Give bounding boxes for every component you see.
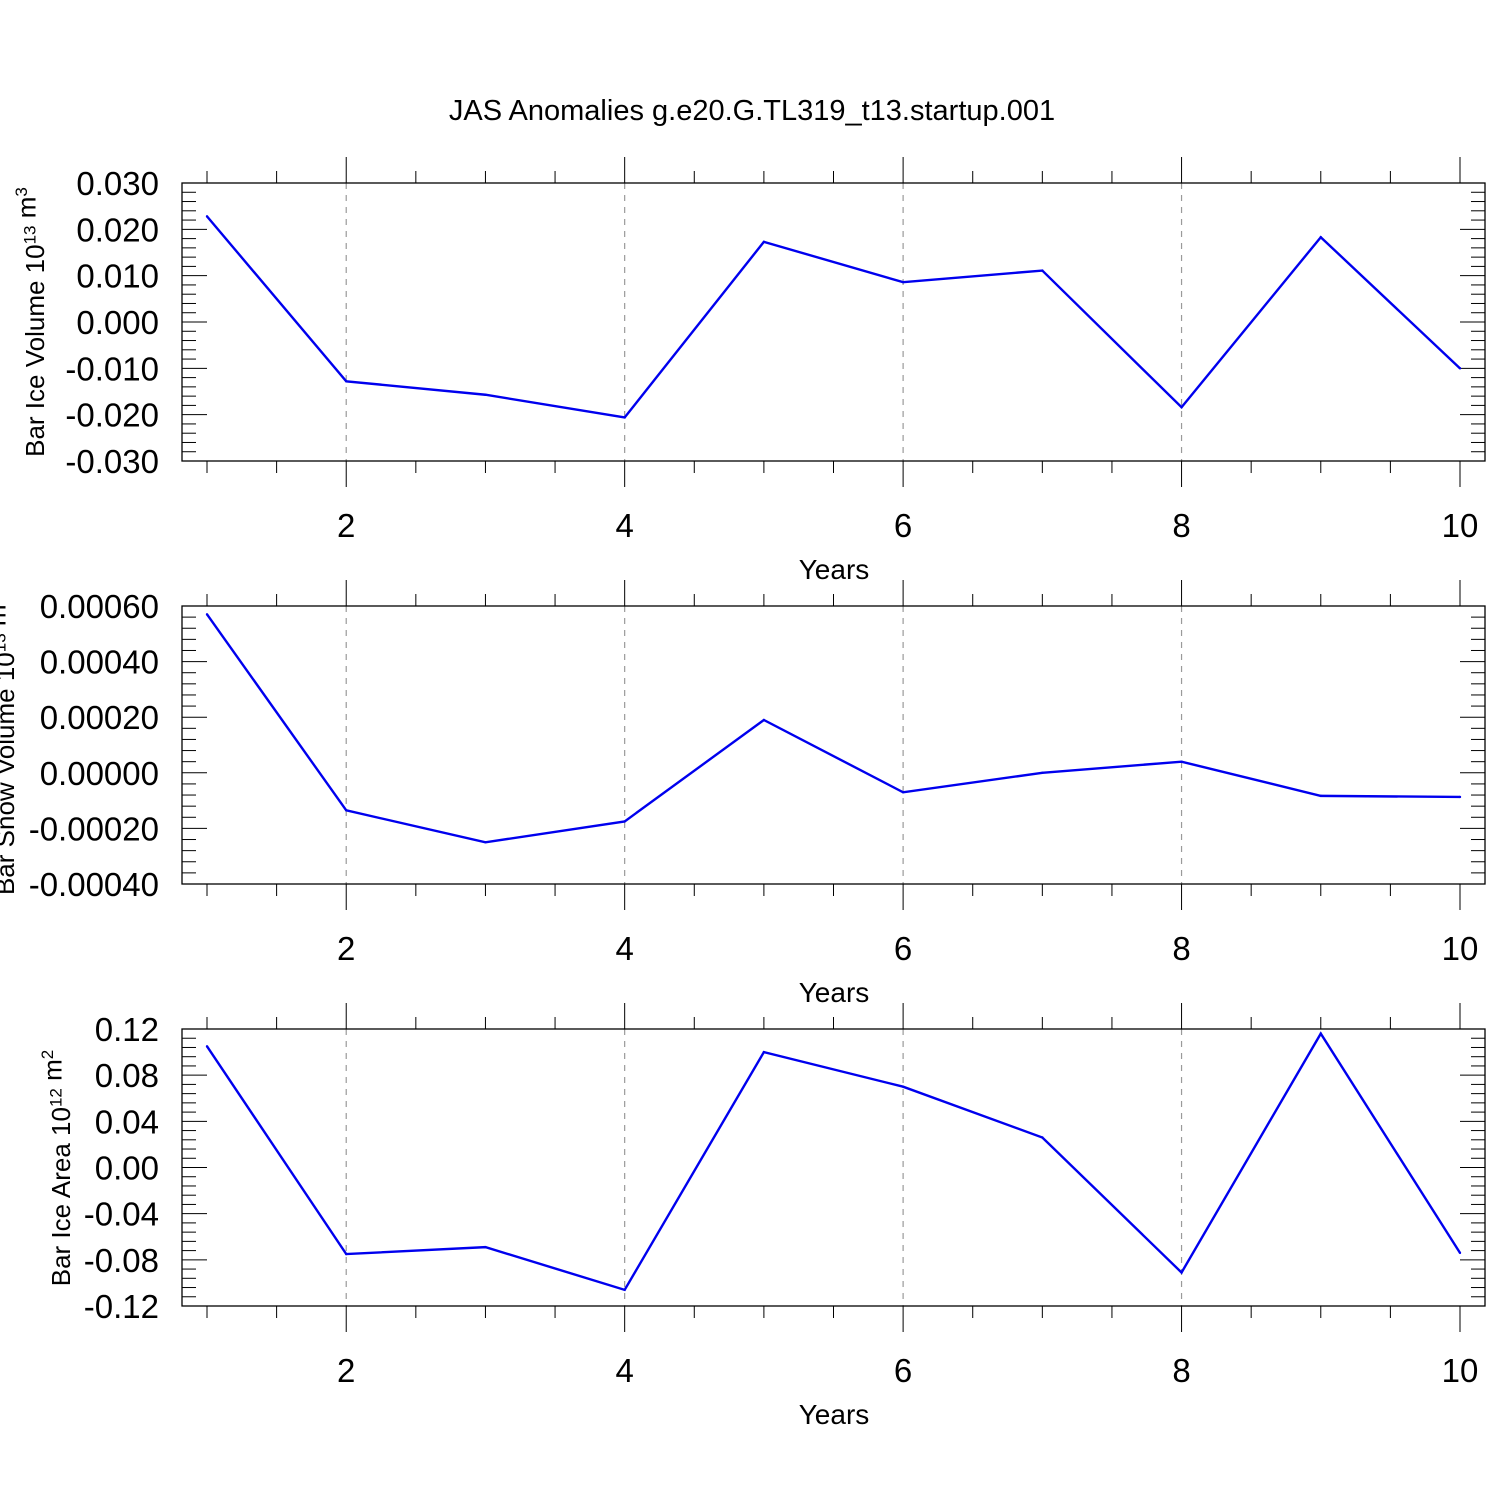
ice-area-ytick-label: 0.04 [95, 1103, 159, 1140]
ice-area-xtick-label: 2 [337, 1352, 355, 1389]
snow-volume-ylabel-ylabel-unit: m [0, 604, 12, 633]
ice-volume-data-point-1 [205, 215, 209, 218]
snow-volume-xlabel: Years [799, 977, 870, 1008]
ice-volume-ytick-label: 0.010 [76, 258, 159, 295]
snow-volume-data-point-1 [205, 613, 209, 616]
ice-volume-ytick-label: -0.030 [65, 443, 159, 480]
snow-volume-data-point-8 [1180, 760, 1183, 763]
ice-area-data-point-5 [762, 1050, 766, 1054]
snow-volume-data-point-10 [1458, 795, 1462, 799]
snow-volume-ylabel: Bar Snow Volume 1013 m3 [0, 595, 20, 895]
ice-area-data-point-9 [1319, 1032, 1322, 1035]
snow-volume-ytick-label: 0.00020 [40, 699, 159, 736]
snow-volume-ylabel-ylabel-main: Bar Snow Volume 10 [0, 652, 20, 895]
ice-volume-ytick-label: -0.010 [65, 350, 159, 387]
ice-area-xtick-label: 6 [894, 1352, 912, 1389]
ice-area-ylabel-ylabel-unit-exp: 2 [38, 1050, 57, 1059]
ice-volume-ylabel: Bar Ice Volume 1013 m3 [12, 187, 51, 457]
ice-area-data-point-7 [1041, 1136, 1044, 1139]
ice-area-ytick-label: 0.12 [95, 1011, 159, 1048]
snow-volume-ylabel-ylabel-exp: 13 [0, 633, 10, 652]
ice-area-series-line [206, 1031, 1462, 1292]
ice-volume-ylabel-ylabel-unit-exp: 3 [12, 187, 31, 196]
ice-volume-data-point-5 [762, 240, 766, 244]
ice-volume-plot-frame [181, 182, 1486, 462]
ice-volume-data-point-3 [484, 393, 487, 396]
ice-area-ytick-label: 0.08 [95, 1057, 159, 1094]
ice-area-data-point-1 [205, 1045, 209, 1048]
ice-volume-data-point-9 [1319, 236, 1322, 239]
figure-title: JAS Anomalies g.e20.G.TL319_t13.startup.… [449, 95, 1055, 127]
ice-area-panel: 2 4 6 8 10 Years 0.12 0.08 0.04 0.00 -0.04 -0.08 -0.… [38, 1003, 1486, 1430]
ice-area-data-point-3 [484, 1245, 487, 1249]
snow-volume-panel: 2 4 6 8 10 Years 0.00060 0.00040 0.00020 0.00000 -… [0, 580, 1486, 1008]
ice-area-ylabel-ylabel-exp: 12 [47, 1088, 66, 1107]
snow-volume-ylabel-ylabel-unit-exp: 3 [0, 595, 1, 604]
snow-volume-ytick-label: 0.00000 [40, 755, 159, 792]
snow-volume-data-point-9 [1319, 794, 1322, 798]
snow-volume-data-point-3 [484, 841, 487, 844]
ice-area-ylabel: Bar Ice Area 1012 m2 [38, 1050, 77, 1287]
snow-volume-data-point-7 [1041, 771, 1044, 774]
ice-area-ytick-label: -0.12 [84, 1288, 159, 1325]
snow-volume-xtick-label: 2 [337, 930, 355, 967]
ice-area-xtick-label: 4 [615, 1352, 633, 1389]
ice-area-ylabel-ylabel-main: Bar Ice Area 10 [46, 1107, 76, 1286]
ice-area-xtick-label: 10 [1442, 1352, 1479, 1389]
snow-volume-series-line [206, 613, 1461, 844]
ice-volume-ytick-label: 0.000 [76, 304, 159, 341]
snow-volume-xtick-label: 10 [1442, 930, 1479, 967]
ice-volume-xtick-label: 10 [1442, 507, 1479, 544]
ice-volume-series-line [206, 215, 1461, 419]
ice-volume-data-point-10 [1458, 367, 1462, 370]
ice-area-data-point-8 [1180, 1271, 1183, 1274]
ice-volume-ylabel-ylabel-exp: 13 [21, 225, 40, 244]
ice-area-data-point-2 [345, 1252, 348, 1256]
ice-volume-panel: 2 4 6 8 10 Years 0.030 0.020 0.010 0.000 -0.010 -0.… [12, 157, 1486, 585]
snow-volume-ytick-label: 0.00040 [40, 644, 159, 681]
ice-volume-xtick-label: 8 [1172, 507, 1190, 544]
snow-volume-plot-frame [181, 605, 1486, 885]
snow-volume-xtick-label: 8 [1172, 930, 1190, 967]
ice-volume-xtick-label: 2 [337, 507, 355, 544]
ice-area-xtick-label: 8 [1172, 1352, 1190, 1389]
snow-volume-data-point-2 [345, 809, 348, 812]
ice-area-ylabel-ylabel-unit: m [38, 1059, 68, 1088]
ice-volume-ytick-label: 0.020 [76, 211, 159, 248]
snow-volume-data-point-5 [762, 718, 766, 722]
snow-volume-data-point-6 [901, 791, 905, 794]
ice-area-ytick-label: 0.00 [95, 1150, 159, 1187]
snow-volume-xtick-label: 6 [894, 930, 912, 967]
ice-volume-ytick-label: 0.030 [76, 165, 159, 202]
ice-area-ytick-label: -0.04 [84, 1196, 159, 1233]
ice-volume-xtick-label: 6 [894, 507, 912, 544]
ice-volume-data-point-6 [901, 280, 905, 284]
ice-volume-ylabel-ylabel-unit: m [12, 197, 42, 226]
ice-volume-data-point-7 [1041, 269, 1044, 272]
ice-area-data-point-6 [901, 1085, 905, 1088]
snow-volume-data-point-4 [623, 820, 626, 823]
ice-volume-data-point-2 [345, 380, 348, 383]
ice-volume-xlabel: Years [799, 554, 870, 585]
ice-volume-data-point-8 [1180, 406, 1183, 409]
snow-volume-ytick-label: -0.00020 [29, 810, 159, 847]
snow-volume-ytick-label: 0.00060 [40, 588, 159, 625]
ice-volume-data-point-4 [623, 416, 626, 419]
snow-volume-xtick-label: 4 [615, 930, 633, 967]
ice-area-xlabel: Years [799, 1399, 870, 1430]
ice-area-ytick-label: -0.08 [84, 1242, 159, 1279]
ice-volume-xtick-label: 4 [615, 507, 633, 544]
ice-area-data-point-4 [623, 1288, 626, 1292]
snow-volume-ytick-label: -0.00040 [29, 866, 159, 903]
ice-area-data-point-10 [1458, 1251, 1462, 1255]
ice-volume-ytick-label: -0.020 [65, 397, 159, 434]
ice-volume-ylabel-ylabel-main: Bar Ice Volume 10 [20, 244, 50, 456]
